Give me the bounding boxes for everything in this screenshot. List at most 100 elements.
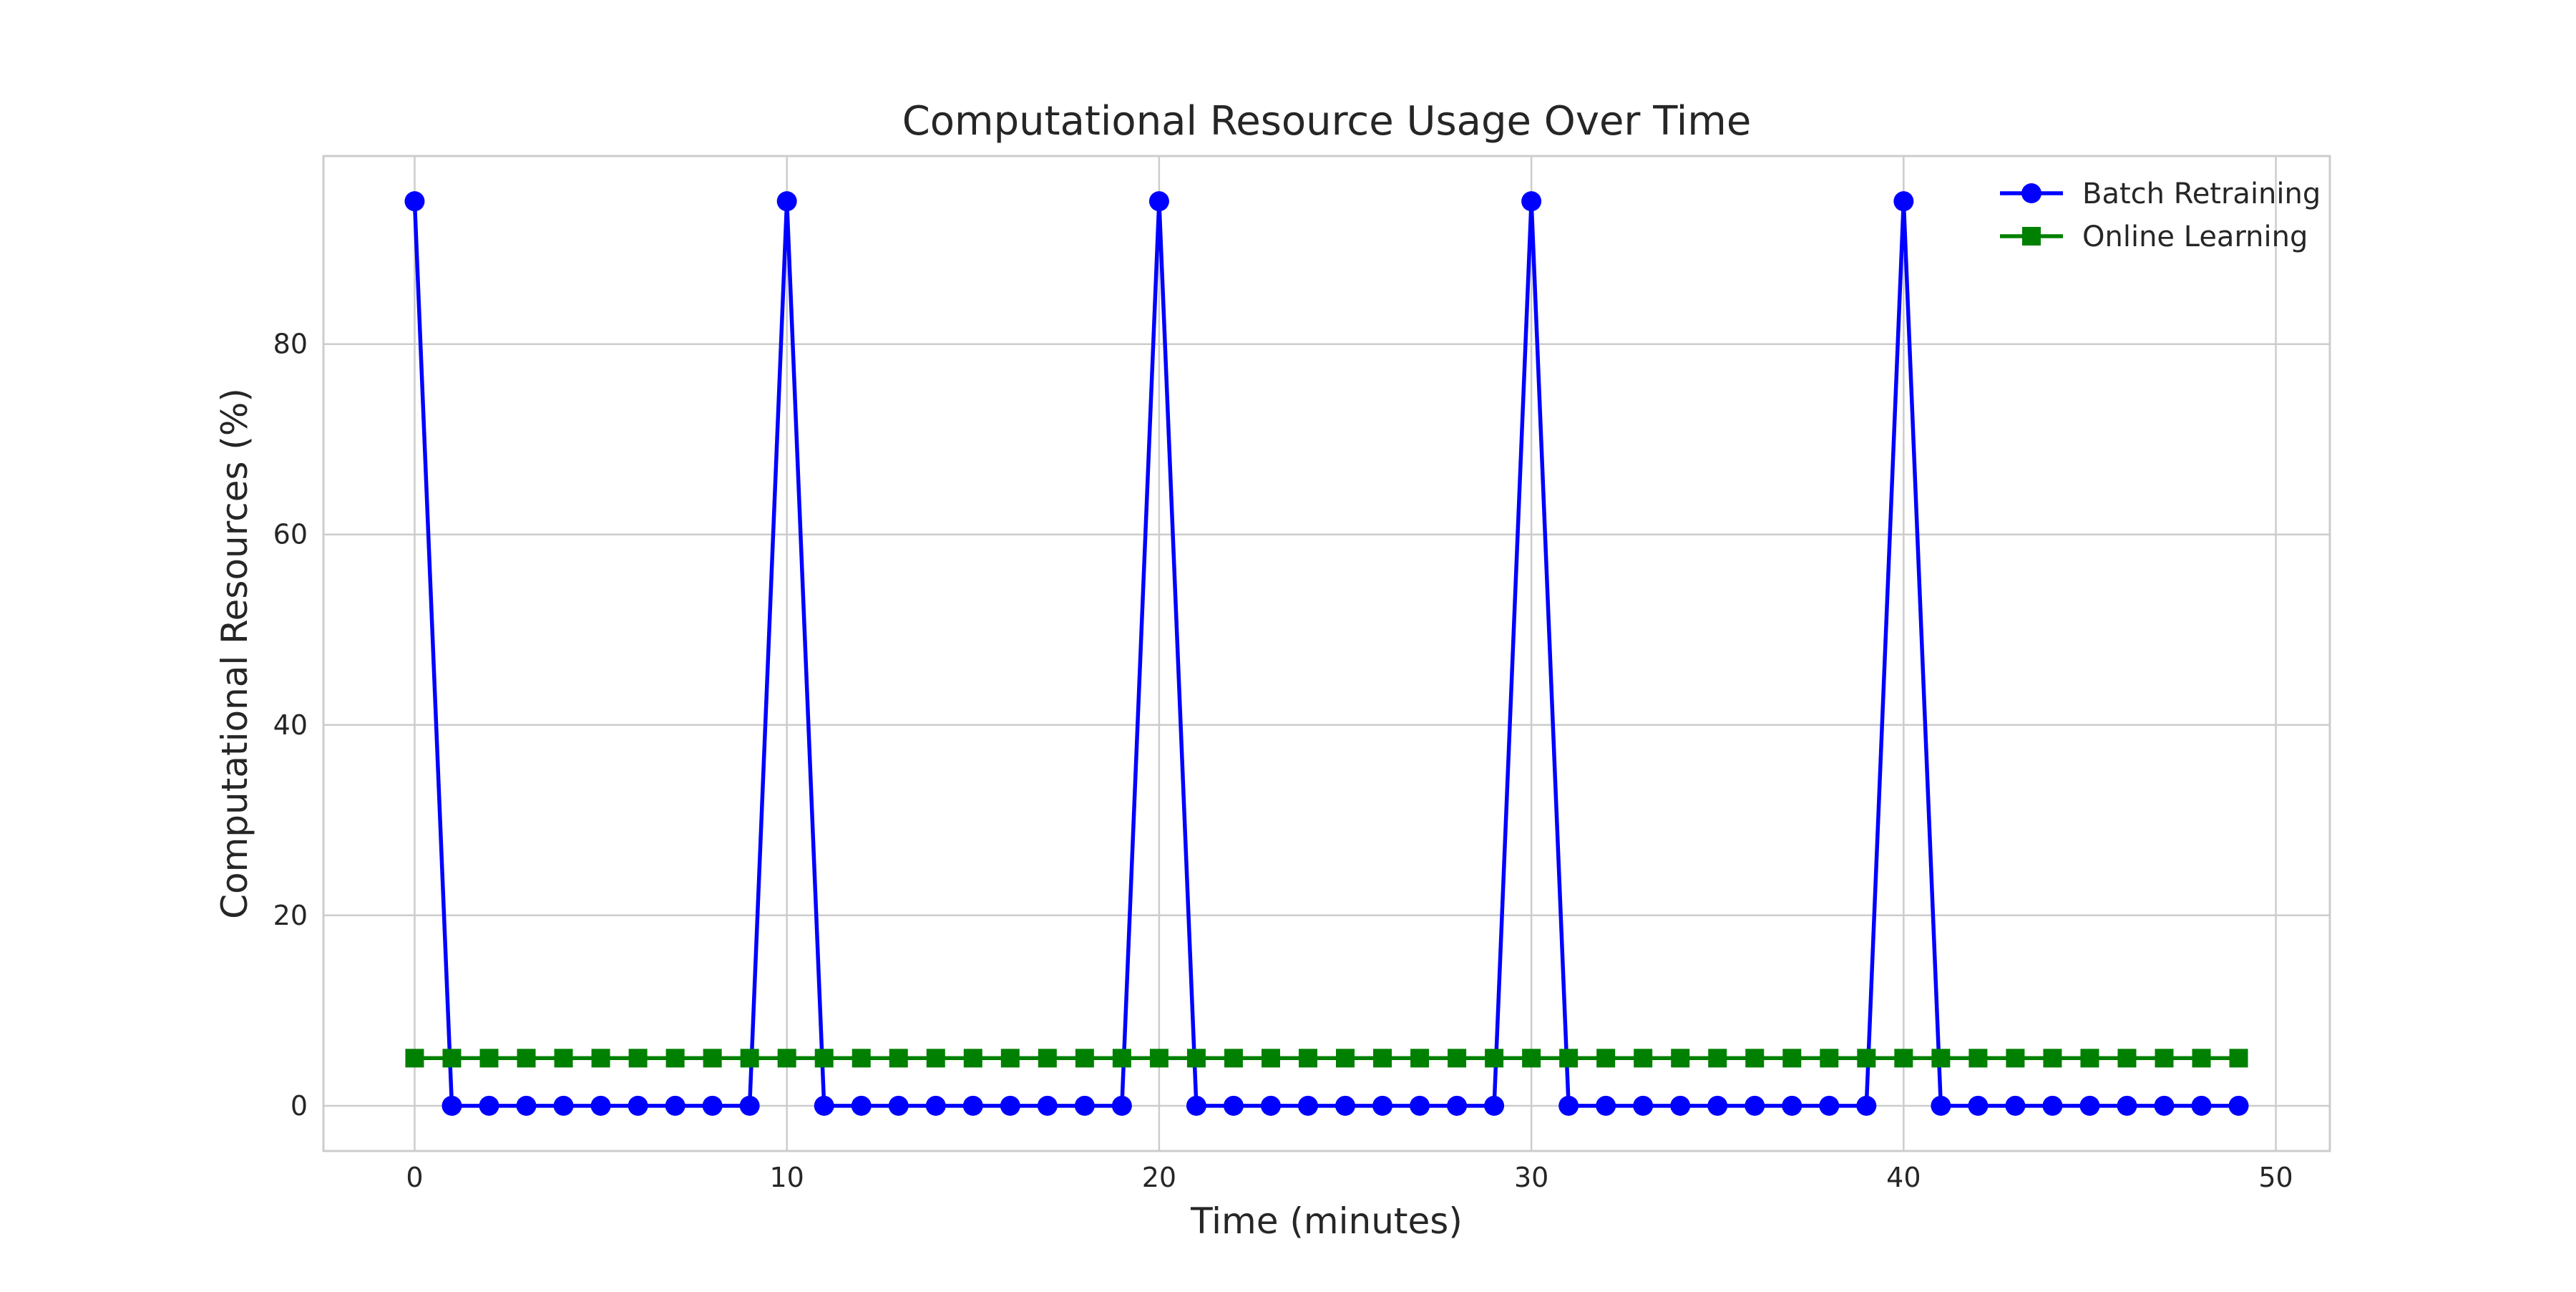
data-point <box>1448 1049 1467 1068</box>
x-tick-label: 40 <box>1886 1162 1921 1193</box>
data-point <box>851 1095 872 1116</box>
plot-area <box>322 155 2331 1152</box>
data-point <box>2079 1095 2100 1116</box>
data-point <box>1558 1095 1579 1116</box>
data-point <box>925 1095 946 1116</box>
legend-marker <box>2021 183 2041 203</box>
data-point <box>1410 1049 1430 1068</box>
data-point <box>590 1095 611 1116</box>
data-point <box>665 1095 686 1116</box>
data-point <box>1038 1049 1057 1068</box>
data-point <box>888 1095 909 1116</box>
data-point <box>441 1095 462 1116</box>
grid <box>323 156 2330 1151</box>
legend: Batch Retraining Online Learning <box>2000 178 2321 253</box>
y-tick-label: 60 <box>273 519 308 550</box>
data-point <box>2117 1049 2137 1068</box>
data-point <box>1485 1049 1504 1068</box>
data-point <box>1260 1095 1281 1116</box>
data-point <box>1782 1095 1802 1116</box>
legend-entry: Online Learning <box>2000 220 2308 253</box>
data-point <box>1596 1095 1616 1116</box>
y-tick-label: 0 <box>291 1090 308 1122</box>
data-point <box>702 1095 723 1116</box>
data-point <box>1223 1095 1244 1116</box>
tick-labels: 0 10 20 30 40 50 0 20 40 60 80 <box>273 329 2293 1193</box>
data-point <box>628 1095 648 1116</box>
data-point <box>405 1049 424 1068</box>
data-point <box>1075 1049 1094 1068</box>
data-point <box>1522 1049 1541 1068</box>
data-point <box>628 1049 648 1068</box>
data-point <box>852 1049 871 1068</box>
data-point <box>1671 1049 1690 1068</box>
y-axis-label: Computational Resources (%) <box>214 388 255 919</box>
data-point <box>1148 191 1169 212</box>
data-point <box>962 1095 983 1116</box>
legend-label: Online Learning <box>2082 220 2308 253</box>
data-point <box>703 1049 722 1068</box>
data-point <box>1447 1095 1468 1116</box>
data-point <box>554 1049 573 1068</box>
data-point <box>1186 1049 1206 1068</box>
data-point <box>2228 1095 2249 1116</box>
data-point <box>1149 1049 1169 1068</box>
data-point <box>963 1049 982 1068</box>
data-point <box>1112 1049 1131 1068</box>
data-point <box>1521 191 1542 212</box>
data-point <box>1819 1095 1840 1116</box>
data-point <box>1707 1095 1728 1116</box>
y-tick-label: 80 <box>273 329 308 360</box>
series-line <box>412 199 2239 1108</box>
data-point <box>1745 1049 1765 1068</box>
legend-label: Batch Retraining <box>2082 178 2321 210</box>
data-point <box>479 1049 499 1068</box>
data-point <box>777 1049 796 1068</box>
data-point <box>814 1095 834 1116</box>
data-point <box>1037 1095 1058 1116</box>
data-point <box>1410 1095 1430 1116</box>
data-point <box>1261 1049 1280 1068</box>
data-point <box>1224 1049 1243 1068</box>
x-tick-label: 0 <box>406 1162 423 1193</box>
data-point <box>2155 1049 2174 1068</box>
data-point <box>2191 1095 2212 1116</box>
data-point <box>1931 1095 1951 1116</box>
legend-marker <box>2022 227 2041 246</box>
data-point <box>591 1049 610 1068</box>
data-point <box>1336 1049 1355 1068</box>
data-point <box>1074 1095 1095 1116</box>
x-tick-label: 30 <box>1514 1162 1548 1193</box>
data-point <box>1596 1049 1616 1068</box>
data-point <box>2229 1049 2248 1068</box>
data-point <box>2042 1095 2063 1116</box>
data-point <box>2154 1095 2175 1116</box>
data-point <box>1857 1049 1876 1068</box>
chart-title: Computational Resource Usage Over Time <box>902 98 1752 145</box>
data-point <box>2192 1049 2211 1068</box>
x-tick-label: 10 <box>769 1162 804 1193</box>
data-point <box>479 1095 499 1116</box>
data-point <box>553 1095 574 1116</box>
data-point <box>1820 1049 1839 1068</box>
data-point <box>1633 1095 1654 1116</box>
data-point <box>740 1049 759 1068</box>
data-point <box>1968 1049 1988 1068</box>
data-point <box>1745 1095 1765 1116</box>
data-point <box>1931 1049 1951 1068</box>
data-point <box>1484 1095 1505 1116</box>
data-point <box>517 1049 536 1068</box>
data-point <box>1000 1095 1020 1116</box>
series-online-learning <box>405 1049 2248 1068</box>
data-point <box>889 1049 908 1068</box>
data-point <box>665 1049 685 1068</box>
data-point <box>1298 1049 1317 1068</box>
data-point <box>814 1049 834 1068</box>
data-point <box>1634 1049 1653 1068</box>
y-tick-label: 20 <box>273 900 308 931</box>
data-point <box>2005 1095 2026 1116</box>
data-point <box>442 1049 462 1068</box>
data-point <box>2080 1049 2099 1068</box>
